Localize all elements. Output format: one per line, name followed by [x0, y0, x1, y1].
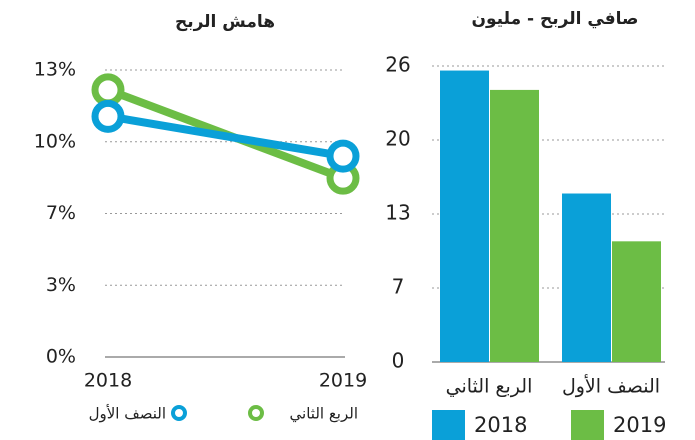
y-tick-label: 7%	[46, 202, 76, 224]
y-tick-label: 3%	[46, 274, 76, 296]
legend-label: النصف الأول	[89, 404, 166, 423]
chart-title: صافي الربح - مليون	[472, 9, 639, 29]
legend-label: 2019	[613, 413, 666, 437]
x-tick-label: النصف الأول	[562, 375, 660, 398]
y-tick-label: 7	[392, 275, 405, 299]
legend-marker	[171, 405, 187, 421]
point	[91, 73, 125, 107]
y-tick-label: 10%	[34, 130, 76, 152]
y-tick-label: 13	[385, 201, 410, 225]
legend-swatch	[432, 410, 465, 440]
series-line	[107, 112, 344, 161]
bar	[490, 89, 539, 363]
chart-title: هامش الربح	[175, 12, 275, 32]
bar	[612, 241, 661, 362]
bar	[562, 193, 611, 362]
legend-label: الربع الثاني	[290, 405, 358, 424]
legend-marker	[248, 405, 264, 421]
y-tick-label: 0%	[46, 346, 76, 368]
bar	[440, 70, 489, 363]
y-tick-label: 0	[392, 349, 405, 373]
y-tick-label: 20	[385, 127, 410, 151]
legend-swatch	[571, 410, 604, 440]
x-tick-label: 2018	[84, 370, 132, 392]
y-tick-label: 13%	[34, 59, 76, 81]
point	[91, 99, 125, 133]
point	[326, 139, 360, 173]
x-tick-label: الربع الثاني	[446, 376, 533, 398]
legend-label: 2018	[474, 413, 527, 437]
y-tick-label: 26	[385, 53, 410, 77]
x-tick-label: 2019	[319, 370, 367, 392]
